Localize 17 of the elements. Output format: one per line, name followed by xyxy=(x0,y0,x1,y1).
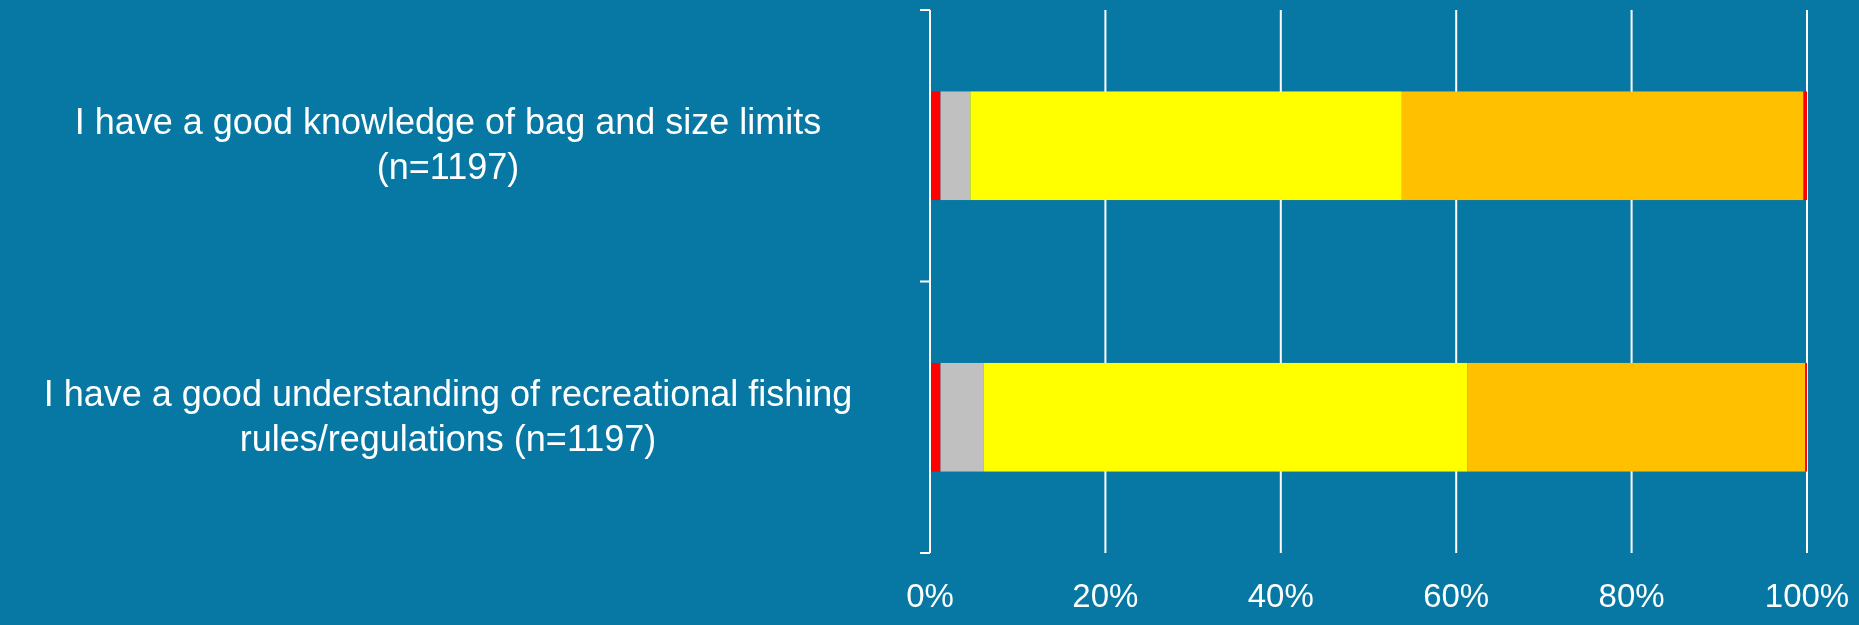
x-tick-label: 0% xyxy=(906,577,954,614)
bar xyxy=(940,362,984,472)
bar xyxy=(1401,91,1804,201)
bar xyxy=(1467,362,1806,472)
x-tick-label: 60% xyxy=(1423,577,1490,614)
x-tick-label: 20% xyxy=(1072,577,1139,614)
x-tick-label: 40% xyxy=(1247,577,1314,614)
bar xyxy=(930,362,941,472)
bar xyxy=(930,91,941,201)
y-tick-label: I have a good knowledge of bag and size limits (n=1197) xyxy=(74,101,822,188)
x-tick-label: 100% xyxy=(1764,577,1850,614)
bar xyxy=(940,91,971,201)
bar xyxy=(970,91,1402,201)
bar xyxy=(1803,91,1807,201)
y-tick-label: I have a good understanding of recreational fishing rules/regulations (n=1197) xyxy=(43,372,853,459)
bar xyxy=(983,362,1468,472)
x-tick-label: 80% xyxy=(1598,577,1665,614)
